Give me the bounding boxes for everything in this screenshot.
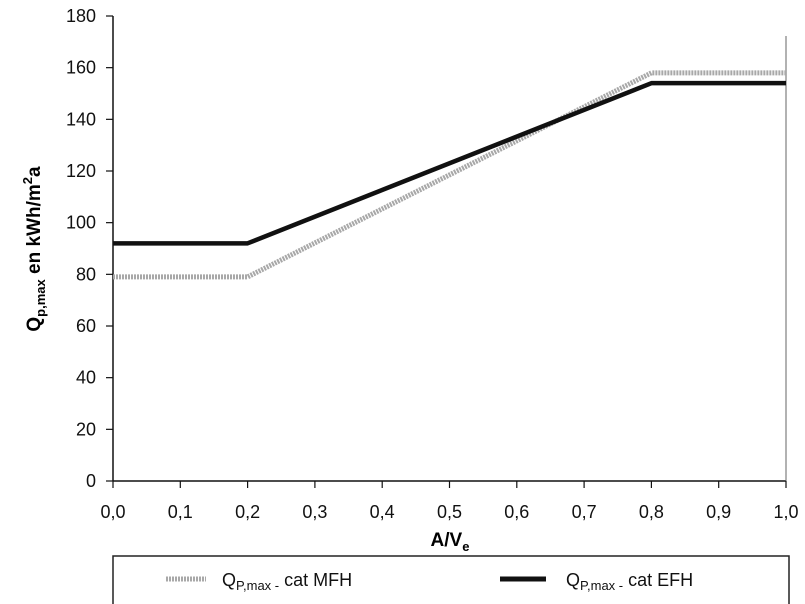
legend-box xyxy=(112,555,790,604)
x-axis-ticks: 0,0 0,1 0,2 0,3 0,4 0,5 0,6 0,7 0,8 0,9 1,0 xyxy=(100,481,799,522)
x-axis-label: A/Ve xyxy=(431,530,470,554)
y-tick-label: 0 xyxy=(86,471,96,491)
y-tick-label: 20 xyxy=(76,419,96,439)
y-tick-label: 80 xyxy=(76,264,96,284)
x-tick-label: 0,8 xyxy=(639,502,664,522)
x-tick-label: 0,5 xyxy=(437,502,462,522)
y-axis-ticks: 0 20 40 60 80 100 120 140 160 180 xyxy=(66,6,113,491)
y-tick-label: 40 xyxy=(76,368,96,388)
legend: QP,max - cat MFH QP,max - cat EFH xyxy=(112,555,790,604)
series-layer xyxy=(112,70,787,280)
y-tick-label: 160 xyxy=(66,58,96,78)
series-line-efh xyxy=(113,80,786,246)
x-tick-label: 0,2 xyxy=(235,502,260,522)
x-tick-label: 0,1 xyxy=(168,502,193,522)
y-tick-label: 140 xyxy=(66,109,96,129)
plot-area xyxy=(112,16,787,482)
x-tick-label: 1,0 xyxy=(773,502,798,522)
legend-label-mfh: QP,max - cat MFH xyxy=(222,570,352,593)
y-tick-label: 100 xyxy=(66,213,96,233)
x-tick-label: 0,0 xyxy=(100,502,125,522)
x-tick-label: 0,3 xyxy=(302,502,327,522)
x-tick-label: 0,9 xyxy=(706,502,731,522)
y-tick-label: 60 xyxy=(76,316,96,336)
y-tick-label: 120 xyxy=(66,161,96,181)
legend-label-efh: QP,max - cat EFH xyxy=(566,570,693,593)
y-axis-label: Qp,max en kWh/m2a xyxy=(20,166,48,332)
x-tick-label: 0,4 xyxy=(370,502,395,522)
x-tick-label: 0,6 xyxy=(504,502,529,522)
y-tick-label: 180 xyxy=(66,6,96,26)
x-tick-label: 0,7 xyxy=(572,502,597,522)
series-line-mfh xyxy=(113,70,786,280)
